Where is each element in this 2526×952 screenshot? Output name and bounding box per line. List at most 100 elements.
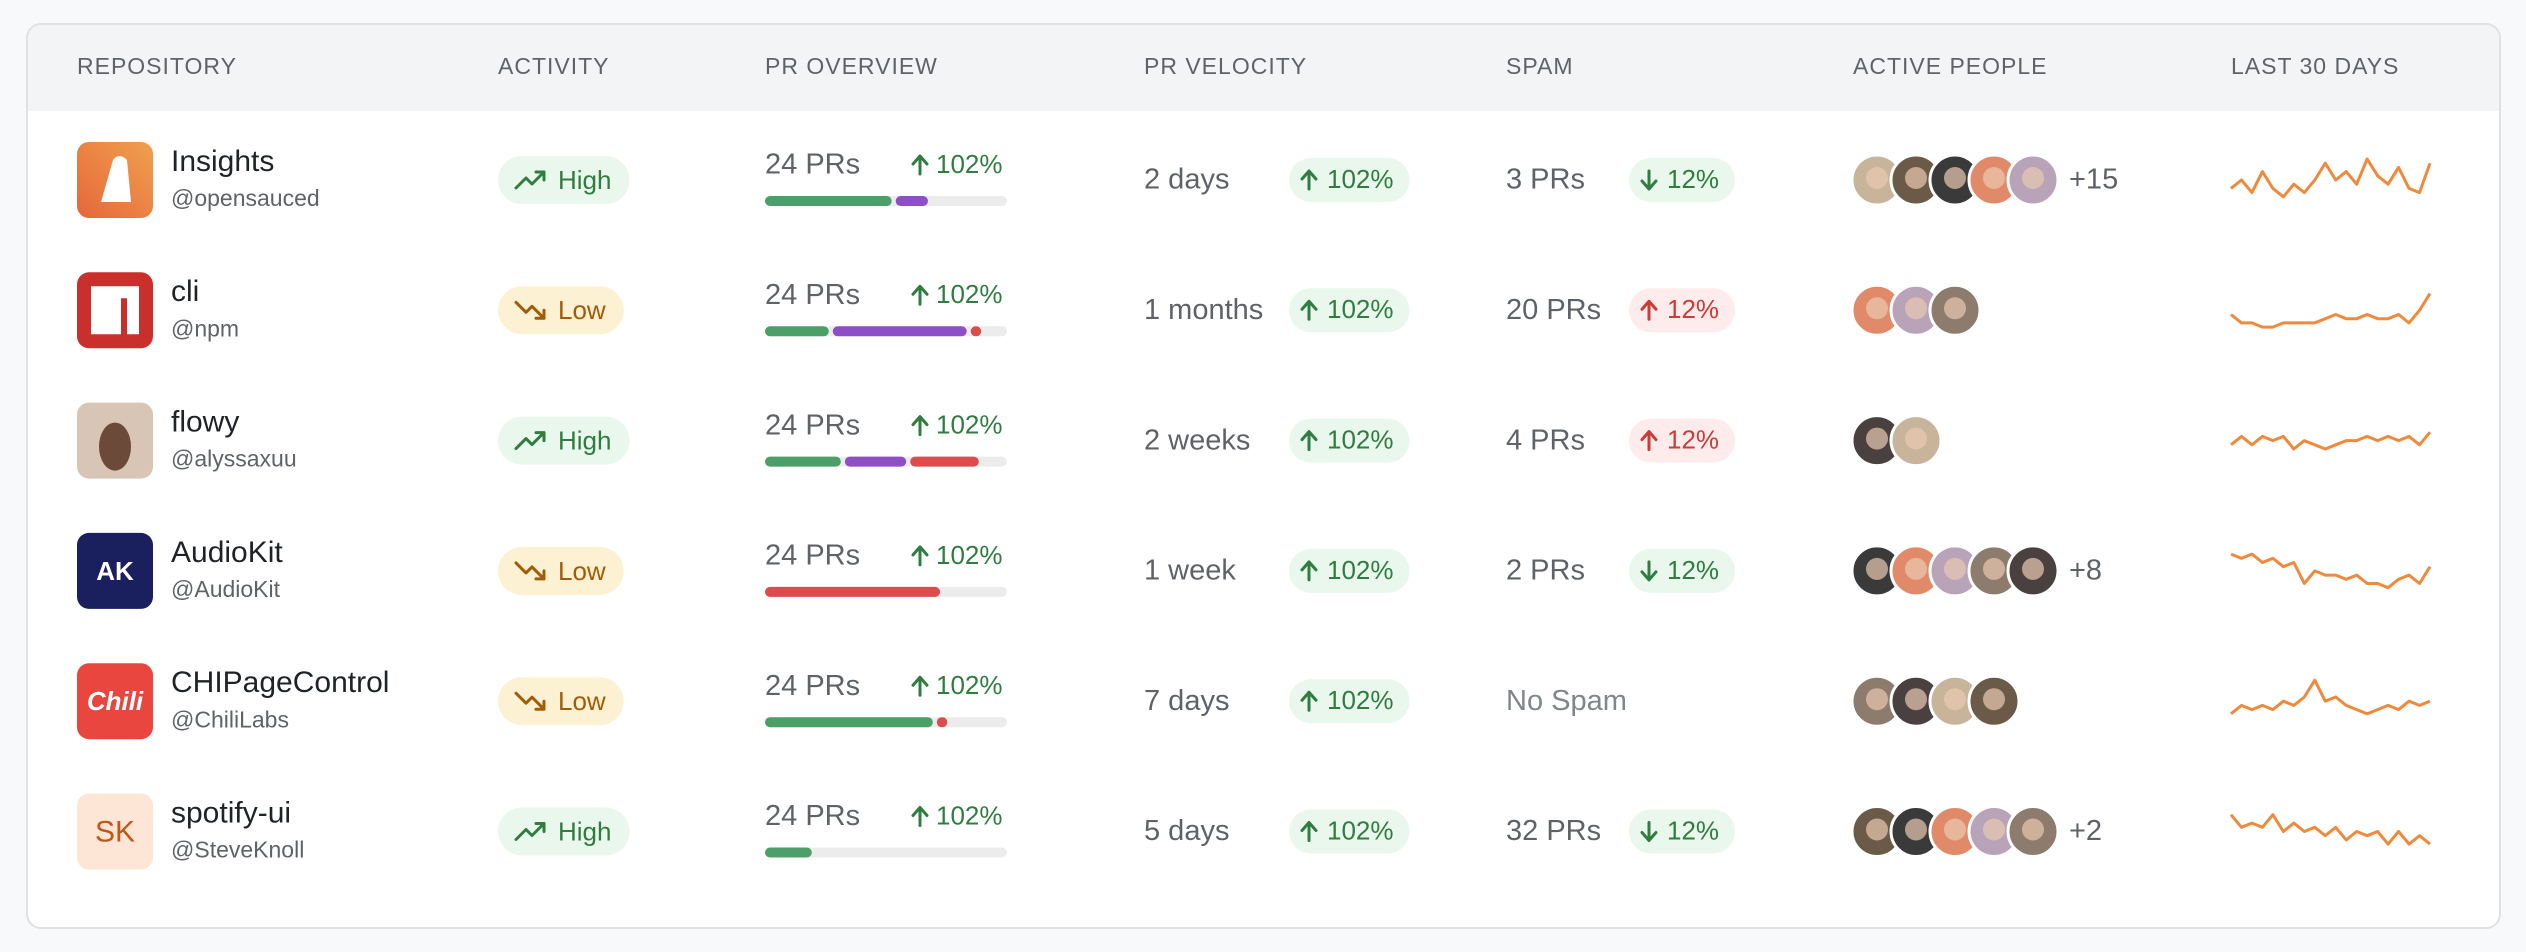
logo-photo [99,422,131,471]
avatar-face [2022,167,2044,189]
pr-change: 102% [936,409,1003,439]
activity-pill [498,416,630,465]
pr-count: 24 PRs [765,149,860,181]
pr-bar-segment [765,196,892,206]
avatar-face [1905,818,1927,841]
change-value: 102% [1327,815,1394,845]
arrow-icon [1300,169,1318,191]
pr-velocity: 2 weeks [1144,424,1250,456]
change-pill [1629,809,1736,854]
change-pill [1629,548,1736,593]
trend-icon [514,170,546,190]
more-people: +15 [2069,164,2118,196]
avatar-face [1866,167,1888,189]
pr-count: 24 PRs [765,800,860,832]
repo-logo [77,663,153,740]
trend-icon [514,822,546,841]
avatar-face [1866,427,1888,450]
pr-count: 24 PRs [765,279,860,311]
change-value: 102% [1327,424,1394,454]
avatar-face [1905,167,1927,189]
repo-owner: @npm [171,315,239,341]
pr-bar-segment [765,456,841,467]
change-pill [1289,548,1410,593]
repo-name: cli [171,275,199,308]
pr-change: 102% [936,279,1003,309]
column-header: REPOSITORY [77,53,237,79]
sparkline [2230,157,2432,199]
pr-change: 102% [936,540,1003,570]
trend-icon [514,561,546,581]
repo-logo [77,793,153,870]
repo-name: flowy [171,406,239,439]
avatar-face [1944,818,1966,841]
logo-glyph [91,286,139,335]
repo-owner: @opensauced [171,185,320,211]
activity-level: High [558,816,611,846]
pr-count: 24 PRs [765,670,860,702]
change-value: 102% [1327,555,1394,585]
change-pill [1289,679,1410,724]
logo-glyph [101,156,131,202]
repo-owner: @alyssaxuu [171,446,297,472]
arrow-icon [911,415,929,437]
activity-level: Low [558,295,606,325]
pr-bar-segment [844,456,907,467]
sparkline [2230,678,2431,716]
change-pill [1629,158,1736,202]
sparkline [2230,292,2432,329]
avatar-face [1983,167,2005,189]
avatar-face [1944,297,1966,320]
bar-track [765,847,1007,858]
avatar-face [1983,688,2005,711]
change-pill [1289,158,1410,202]
logo-text: Chili [87,686,144,716]
change-pill [1629,418,1736,463]
arrow-icon [1640,430,1658,452]
arrow-icon [911,675,929,697]
activity-level: High [558,425,611,455]
column-header: SPAM [1506,53,1573,79]
change-pill [1289,418,1410,463]
pr-bar-segment [895,196,928,206]
sparkline [2230,552,2432,590]
activity-pill [498,286,624,335]
arrow-icon [1300,821,1318,842]
change-value: 12% [1667,294,1719,324]
pr-change: 102% [936,149,1003,179]
spam-count: 4 PRs [1506,424,1585,456]
arrow-icon [911,545,929,567]
repo-owner: @SteveKnoll [171,837,304,863]
repo-name: CHIPageControl [171,666,389,699]
avatar-face [1905,297,1927,320]
avatar-face [2022,557,2044,580]
pr-velocity: 1 months [1144,294,1263,326]
activity-pill [498,677,624,726]
change-value: 102% [1327,294,1394,324]
logo-text: AK [96,556,134,586]
arrow-icon [1640,560,1658,582]
pr-count: 24 PRs [765,540,860,572]
arrow-icon [1300,430,1318,452]
activity-level: Low [558,686,606,716]
arrow-icon [1300,690,1318,712]
avatar-face [1866,688,1888,711]
pr-change: 102% [936,670,1003,700]
spam-count: 3 PRs [1506,164,1585,196]
repo-logo [77,532,153,609]
arrow-icon [1640,821,1658,842]
column-header: PR OVERVIEW [765,53,938,79]
pr-velocity: 1 week [1144,555,1236,587]
more-people: +8 [2069,555,2102,587]
avatar-face [1905,557,1927,580]
change-pill [1289,288,1410,333]
avatar-face [1983,818,2005,841]
arrow-icon [911,154,929,176]
pr-bar-segment [765,847,812,858]
pr-count: 24 PRs [765,409,860,441]
change-pill [1289,809,1410,854]
arrow-icon [1300,560,1318,582]
activity-level: Low [558,556,606,586]
